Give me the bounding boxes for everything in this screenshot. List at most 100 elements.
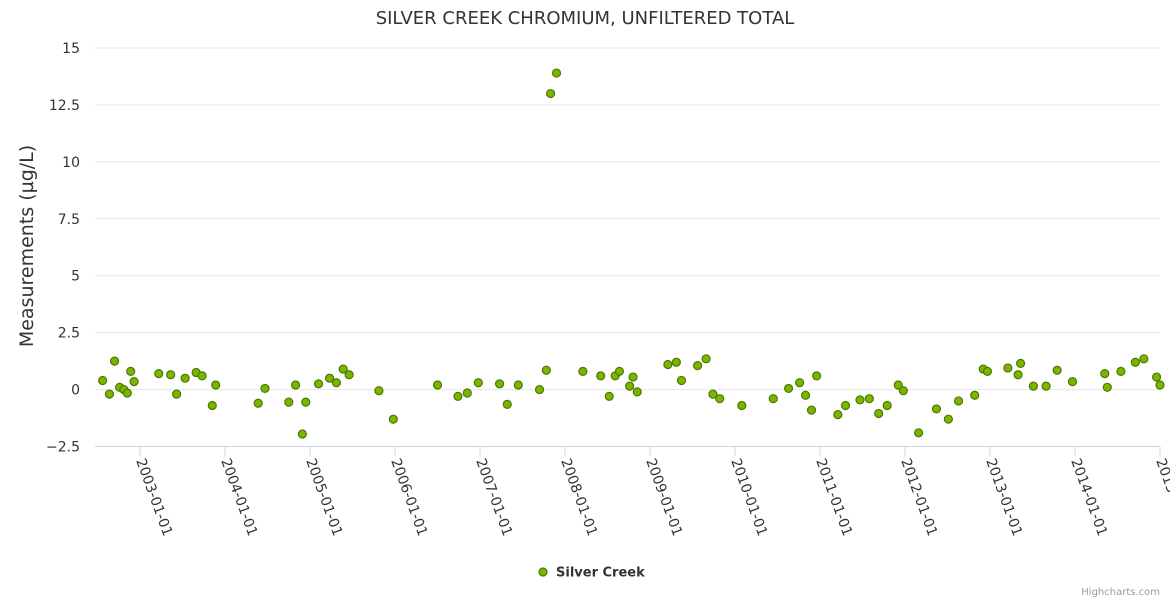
data-point[interactable] bbox=[534, 384, 545, 395]
credits-link[interactable]: Highcharts.com bbox=[1081, 587, 1160, 598]
x-tick-label: 2004-01-01 bbox=[217, 456, 260, 538]
data-point[interactable] bbox=[982, 366, 993, 376]
data-point[interactable] bbox=[1100, 369, 1110, 379]
data-point[interactable] bbox=[541, 365, 551, 375]
x-tick-label: 2006-01-01 bbox=[387, 456, 430, 538]
data-point[interactable] bbox=[800, 390, 811, 400]
data-point[interactable] bbox=[737, 400, 747, 411]
legend[interactable]: Silver Creek bbox=[538, 566, 645, 581]
data-point[interactable] bbox=[1013, 370, 1023, 380]
data-point[interactable] bbox=[882, 400, 892, 411]
data-point[interactable] bbox=[494, 379, 505, 389]
data-point[interactable] bbox=[129, 377, 139, 387]
data-point[interactable] bbox=[473, 378, 483, 388]
data-point[interactable] bbox=[701, 354, 711, 364]
data-point[interactable] bbox=[1102, 382, 1112, 392]
x-tick-label: 2013-01-01 bbox=[982, 456, 1025, 538]
data-point[interactable] bbox=[1028, 381, 1038, 391]
data-point[interactable] bbox=[1016, 358, 1026, 368]
data-point[interactable] bbox=[297, 429, 307, 439]
data-point[interactable] bbox=[795, 378, 805, 388]
data-point[interactable] bbox=[812, 371, 822, 381]
data-point[interactable] bbox=[708, 389, 718, 399]
data-point[interactable] bbox=[344, 370, 354, 380]
data-point[interactable] bbox=[874, 408, 884, 419]
data-point[interactable] bbox=[260, 383, 270, 394]
data-point[interactable] bbox=[126, 366, 136, 376]
data-point[interactable] bbox=[893, 380, 903, 390]
data-point[interactable] bbox=[180, 373, 190, 383]
data-point[interactable] bbox=[171, 389, 182, 399]
data-point[interactable] bbox=[154, 369, 164, 379]
y-tick-label: 10 bbox=[62, 155, 80, 171]
data-point[interactable] bbox=[632, 387, 642, 397]
data-point[interactable] bbox=[374, 386, 384, 396]
data-point[interactable] bbox=[783, 383, 794, 394]
data-point[interactable] bbox=[855, 395, 865, 405]
data-point[interactable] bbox=[166, 370, 176, 380]
data-point[interactable] bbox=[578, 366, 588, 376]
data-point[interactable] bbox=[953, 396, 964, 406]
data-point[interactable] bbox=[338, 364, 348, 374]
series-silver-creek[interactable] bbox=[98, 68, 1165, 439]
data-point[interactable] bbox=[211, 380, 221, 390]
data-point[interactable] bbox=[207, 400, 217, 411]
data-point[interactable] bbox=[970, 390, 980, 400]
data-point[interactable] bbox=[432, 380, 443, 390]
data-point[interactable] bbox=[284, 397, 294, 407]
data-point[interactable] bbox=[833, 410, 843, 420]
data-point[interactable] bbox=[122, 388, 132, 398]
data-point[interactable] bbox=[663, 359, 673, 370]
data-point[interactable] bbox=[628, 372, 638, 382]
legend-label-silver-creek[interactable]: Silver Creek bbox=[556, 566, 645, 581]
data-point[interactable] bbox=[943, 414, 953, 424]
data-point[interactable] bbox=[453, 391, 463, 402]
data-point[interactable] bbox=[614, 366, 625, 376]
data-point[interactable] bbox=[290, 380, 301, 390]
data-point[interactable] bbox=[914, 428, 924, 438]
data-point[interactable] bbox=[864, 394, 874, 404]
data-point[interactable] bbox=[806, 405, 817, 415]
data-point[interactable] bbox=[596, 371, 606, 381]
data-point[interactable] bbox=[98, 375, 108, 386]
x-tick-label: 2010-01-01 bbox=[727, 456, 770, 538]
data-point[interactable] bbox=[898, 386, 908, 396]
data-point[interactable] bbox=[840, 400, 851, 411]
data-point[interactable] bbox=[253, 398, 263, 408]
data-point[interactable] bbox=[676, 375, 687, 386]
data-point[interactable] bbox=[545, 88, 556, 99]
x-tick-label: 2003-01-01 bbox=[132, 456, 175, 538]
data-point[interactable] bbox=[671, 357, 681, 367]
data-point[interactable] bbox=[513, 380, 523, 390]
data-point[interactable] bbox=[1116, 366, 1126, 376]
data-point[interactable] bbox=[324, 373, 335, 383]
data-point[interactable] bbox=[625, 381, 635, 391]
x-tick-label: 2008-01-01 bbox=[557, 456, 600, 538]
data-point[interactable] bbox=[1155, 380, 1165, 390]
data-point[interactable] bbox=[1130, 357, 1140, 367]
data-point[interactable] bbox=[313, 379, 324, 389]
data-point[interactable] bbox=[109, 356, 120, 366]
data-point[interactable] bbox=[1003, 363, 1013, 373]
data-point[interactable] bbox=[768, 394, 778, 404]
data-point[interactable] bbox=[462, 388, 472, 398]
data-point[interactable] bbox=[931, 404, 942, 414]
data-point[interactable] bbox=[331, 378, 341, 388]
data-point[interactable] bbox=[604, 391, 614, 402]
data-point[interactable] bbox=[1052, 365, 1062, 375]
data-point[interactable] bbox=[1067, 377, 1078, 387]
x-tick-label: 2009-01-01 bbox=[642, 456, 685, 538]
data-point[interactable] bbox=[301, 397, 311, 407]
data-point[interactable] bbox=[502, 399, 512, 409]
data-point[interactable] bbox=[1041, 381, 1051, 391]
y-tick-label: 0 bbox=[71, 383, 80, 399]
y-tick-label: 7.5 bbox=[58, 212, 80, 228]
data-point[interactable] bbox=[1139, 354, 1149, 364]
data-point[interactable] bbox=[1152, 372, 1162, 382]
data-point[interactable] bbox=[388, 414, 398, 424]
data-point[interactable] bbox=[197, 371, 207, 381]
data-point[interactable] bbox=[104, 389, 115, 399]
data-point[interactable] bbox=[693, 361, 703, 371]
data-point[interactable] bbox=[715, 394, 725, 404]
data-point[interactable] bbox=[551, 68, 562, 78]
